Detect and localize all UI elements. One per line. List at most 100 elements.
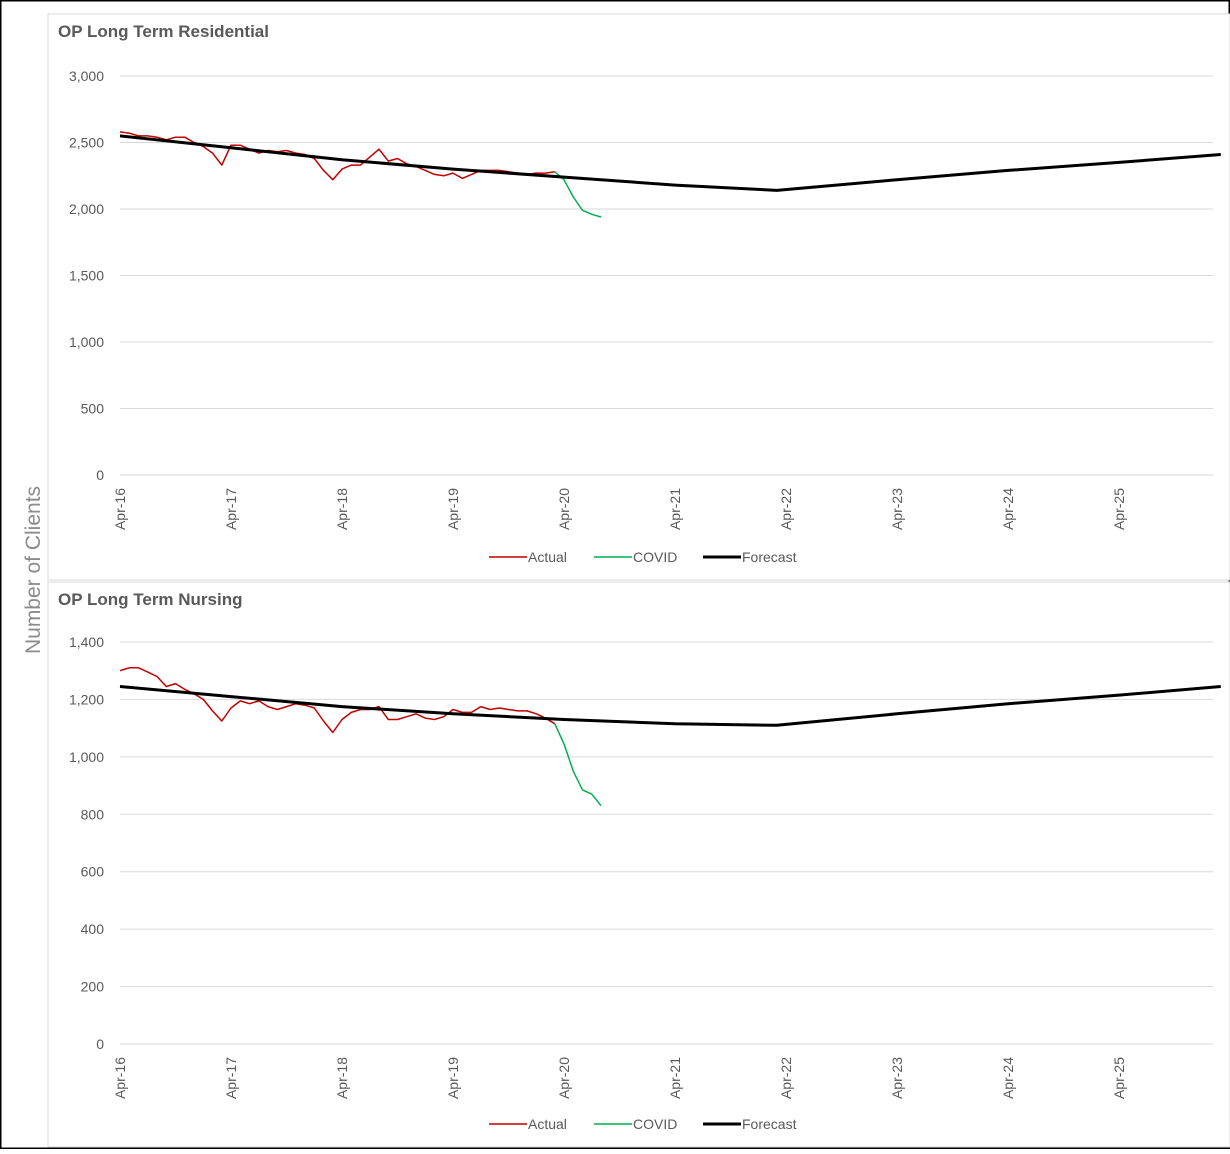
x-tick-label: Apr-17 [223,488,239,530]
data-point-actual [156,676,158,678]
data-point-actual [240,144,242,146]
y-tick-label: 3,000 [69,68,104,84]
data-point-actual [286,150,288,152]
data-point-actual [517,710,519,712]
data-point-actual [415,713,417,715]
data-point-actual [351,712,353,714]
data-point-actual [129,132,131,134]
x-tick-label: Apr-23 [889,1057,905,1099]
data-point-forecast [1118,162,1120,164]
data-point-covid [591,793,593,795]
legend-label-actual: Actual [528,1116,567,1132]
y-tick-label: 400 [81,921,105,937]
chart-title: OP Long Term Residential [58,22,269,41]
x-tick-label: Apr-22 [778,1057,794,1099]
data-point-actual [221,164,223,166]
data-point-actual [471,712,473,714]
data-point-forecast [1007,170,1009,172]
data-point-forecast [119,135,121,137]
data-point-actual [425,717,427,719]
data-point-actual [443,716,445,718]
x-tick-label: Apr-16 [112,1057,128,1099]
data-point-forecast [563,176,565,178]
data-point-covid [554,171,556,173]
data-point-forecast [1220,686,1222,688]
x-tick-label: Apr-22 [778,488,794,530]
x-tick-label: Apr-25 [1111,488,1127,530]
data-point-actual [267,706,269,708]
data-point-actual [452,709,454,711]
y-tick-label: 1,400 [69,634,104,650]
legend-label-actual: Actual [528,549,567,565]
data-point-actual [471,174,473,176]
y-tick-label: 1,000 [69,334,104,350]
data-point-actual [119,670,121,672]
data-point-actual [212,710,214,712]
data-point-actual [341,168,343,170]
data-point-covid [582,210,584,212]
legend-label-forecast: Forecast [742,1116,797,1132]
data-point-actual [230,707,232,709]
data-point-actual [388,160,390,162]
x-tick-label: Apr-20 [556,1057,572,1099]
data-point-forecast [674,184,676,186]
data-point-actual [425,170,427,172]
data-point-covid [573,196,575,198]
data-point-actual [166,686,168,688]
data-point-actual [406,716,408,718]
chart-panel-nursing: OP Long Term Nursing 0 200 400 600 800 1,000 1,… [47,581,1230,1148]
x-tick-label: Apr-25 [1111,1057,1127,1099]
data-point-forecast [1118,694,1120,696]
data-point-actual [341,719,343,721]
data-point-covid [563,179,565,181]
data-point-actual [397,719,399,721]
x-tick-label: Apr-24 [1000,488,1016,530]
x-tick-label: Apr-16 [112,488,128,530]
data-point-actual [360,164,362,166]
y-tick-label: 1,200 [69,691,104,707]
data-point-covid [563,743,565,745]
chart-panel-residential: OP Long Term Residential 0 500 1,000 1,500 2,… [47,13,1230,581]
data-point-actual [212,152,214,154]
x-tick-label: Apr-21 [667,488,683,530]
data-point-actual [129,667,131,669]
data-point-covid [573,770,575,772]
data-point-actual [175,136,177,138]
data-point-forecast [896,713,898,715]
data-point-forecast [776,725,778,727]
data-point-actual [545,172,547,174]
y-tick-label: 800 [81,806,105,822]
data-point-forecast [1007,703,1009,705]
data-point-forecast [230,147,232,149]
data-point-covid [554,723,556,725]
data-point-actual [147,671,149,673]
y-tick-label: 200 [81,979,105,995]
series-line-forecast [119,134,1221,192]
y-tick-label: 2,500 [69,135,104,151]
chart-title: OP Long Term Nursing [58,590,243,609]
data-point-actual [175,683,177,685]
legend-label-covid: COVID [633,549,677,565]
series-line-covid [554,723,602,807]
y-tick-label: 2,000 [69,201,104,217]
data-point-actual [119,131,121,133]
data-point-actual [536,713,538,715]
panel-border [47,13,1230,581]
data-point-actual [203,699,205,701]
y-tick-label: 500 [81,401,105,417]
data-point-actual [397,158,399,160]
data-point-actual [480,706,482,708]
y-tick-label: 0 [96,467,104,483]
y-tick-label: 0 [96,1036,104,1052]
data-point-actual [434,174,436,176]
data-point-actual [443,175,445,177]
data-point-actual [277,709,279,711]
data-point-actual [138,667,140,669]
x-tick-label: Apr-20 [556,488,572,530]
data-point-covid [582,789,584,791]
data-point-actual [323,720,325,722]
data-point-covid [600,216,602,218]
data-point-actual [452,172,454,174]
